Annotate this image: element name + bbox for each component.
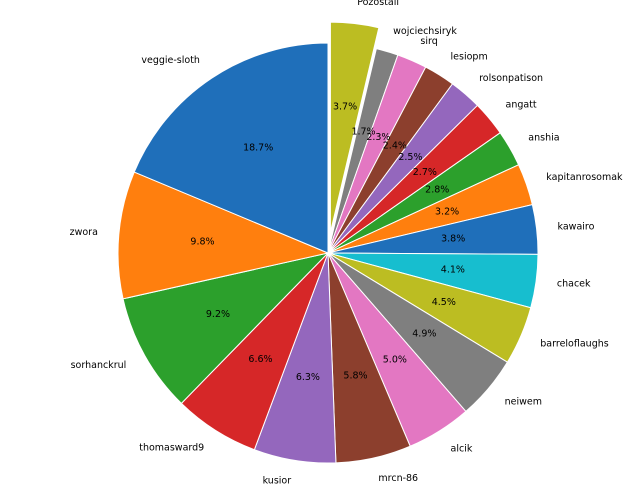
pie-category-label-pozostali: Pozostali bbox=[357, 0, 399, 8]
pie-pct-label-sirq: 2.3% bbox=[366, 132, 390, 143]
pie-category-label-chacek: chacek bbox=[557, 279, 591, 290]
pie-pct-label-veggie-sloth: 18.7% bbox=[243, 143, 273, 154]
pie-slice-zwora bbox=[117, 171, 329, 300]
pie-pct-label-kusior: 6.3% bbox=[296, 372, 320, 383]
pie-category-label-kawairo: kawairo bbox=[558, 221, 595, 232]
slices-layer bbox=[117, 21, 539, 464]
pie-category-label-alcik: alcik bbox=[451, 443, 473, 454]
pie-category-label-kusior: kusior bbox=[263, 476, 292, 487]
pie-slice-sorhanckrul bbox=[122, 252, 329, 404]
pie-pct-label-kawairo: 3.8% bbox=[441, 233, 465, 244]
pie-category-label-kapitanrosomak: kapitanrosomak bbox=[546, 172, 623, 183]
pie-pct-label-thomasward9: 6.6% bbox=[248, 354, 272, 365]
pie-pct-label-wojciechsiryk: 1.7% bbox=[351, 127, 375, 138]
pie-pct-label-zwora: 9.8% bbox=[190, 236, 214, 247]
pie-pct-label-barreloflaughs: 4.5% bbox=[432, 297, 456, 308]
pie-category-label-lesiopm: lesiopm bbox=[451, 52, 488, 63]
pie-category-label-mrcn-86: mrcn-86 bbox=[378, 473, 418, 484]
pie-category-label-barreloflaughs: barreloflaughs bbox=[540, 339, 608, 350]
pie-slice-pozostali bbox=[329, 21, 380, 233]
pie-category-label-zwora: zwora bbox=[70, 227, 98, 238]
pie-category-label-angatt: angatt bbox=[506, 100, 537, 111]
pie-pct-label-kapitanrosomak: 3.2% bbox=[435, 206, 459, 217]
pie-pct-label-lesiopm: 2.4% bbox=[383, 141, 407, 152]
pie-category-label-rolsonpatison: rolsonpatison bbox=[479, 73, 543, 84]
pie-pct-label-pozostali: 3.7% bbox=[333, 101, 357, 112]
pie-slice-veggie-sloth bbox=[133, 42, 329, 254]
pie-pct-label-alcik: 5.0% bbox=[383, 354, 407, 365]
pie-category-label-sirq: sirq bbox=[420, 36, 437, 47]
pie-category-label-veggie-sloth: veggie-sloth bbox=[141, 55, 200, 66]
pie-pct-label-anshia: 2.8% bbox=[425, 185, 449, 196]
pie-pct-label-sorhanckrul: 9.2% bbox=[206, 309, 230, 320]
pie-pct-label-rolsonpatison: 2.5% bbox=[398, 152, 422, 163]
pie-category-label-sorhanckrul: sorhanckrul bbox=[71, 360, 127, 371]
labels-layer: 3.7% Pozostali 1.7% wojciechsiryk 2.3% sirq 2.… bbox=[70, 0, 623, 487]
pie-pct-label-chacek: 4.1% bbox=[441, 264, 465, 275]
pie-category-label-neiwem: neiwem bbox=[505, 396, 542, 407]
pie-pct-label-angatt: 2.7% bbox=[413, 167, 437, 178]
pie-category-label-anshia: anshia bbox=[528, 132, 559, 143]
pie-category-label-wojciechsiryk: wojciechsiryk bbox=[393, 26, 457, 37]
pie-pct-label-mrcn-86: 5.8% bbox=[343, 370, 367, 381]
pie-category-label-thomasward9: thomasward9 bbox=[139, 443, 204, 454]
pie-pct-label-neiwem: 4.9% bbox=[412, 329, 436, 340]
